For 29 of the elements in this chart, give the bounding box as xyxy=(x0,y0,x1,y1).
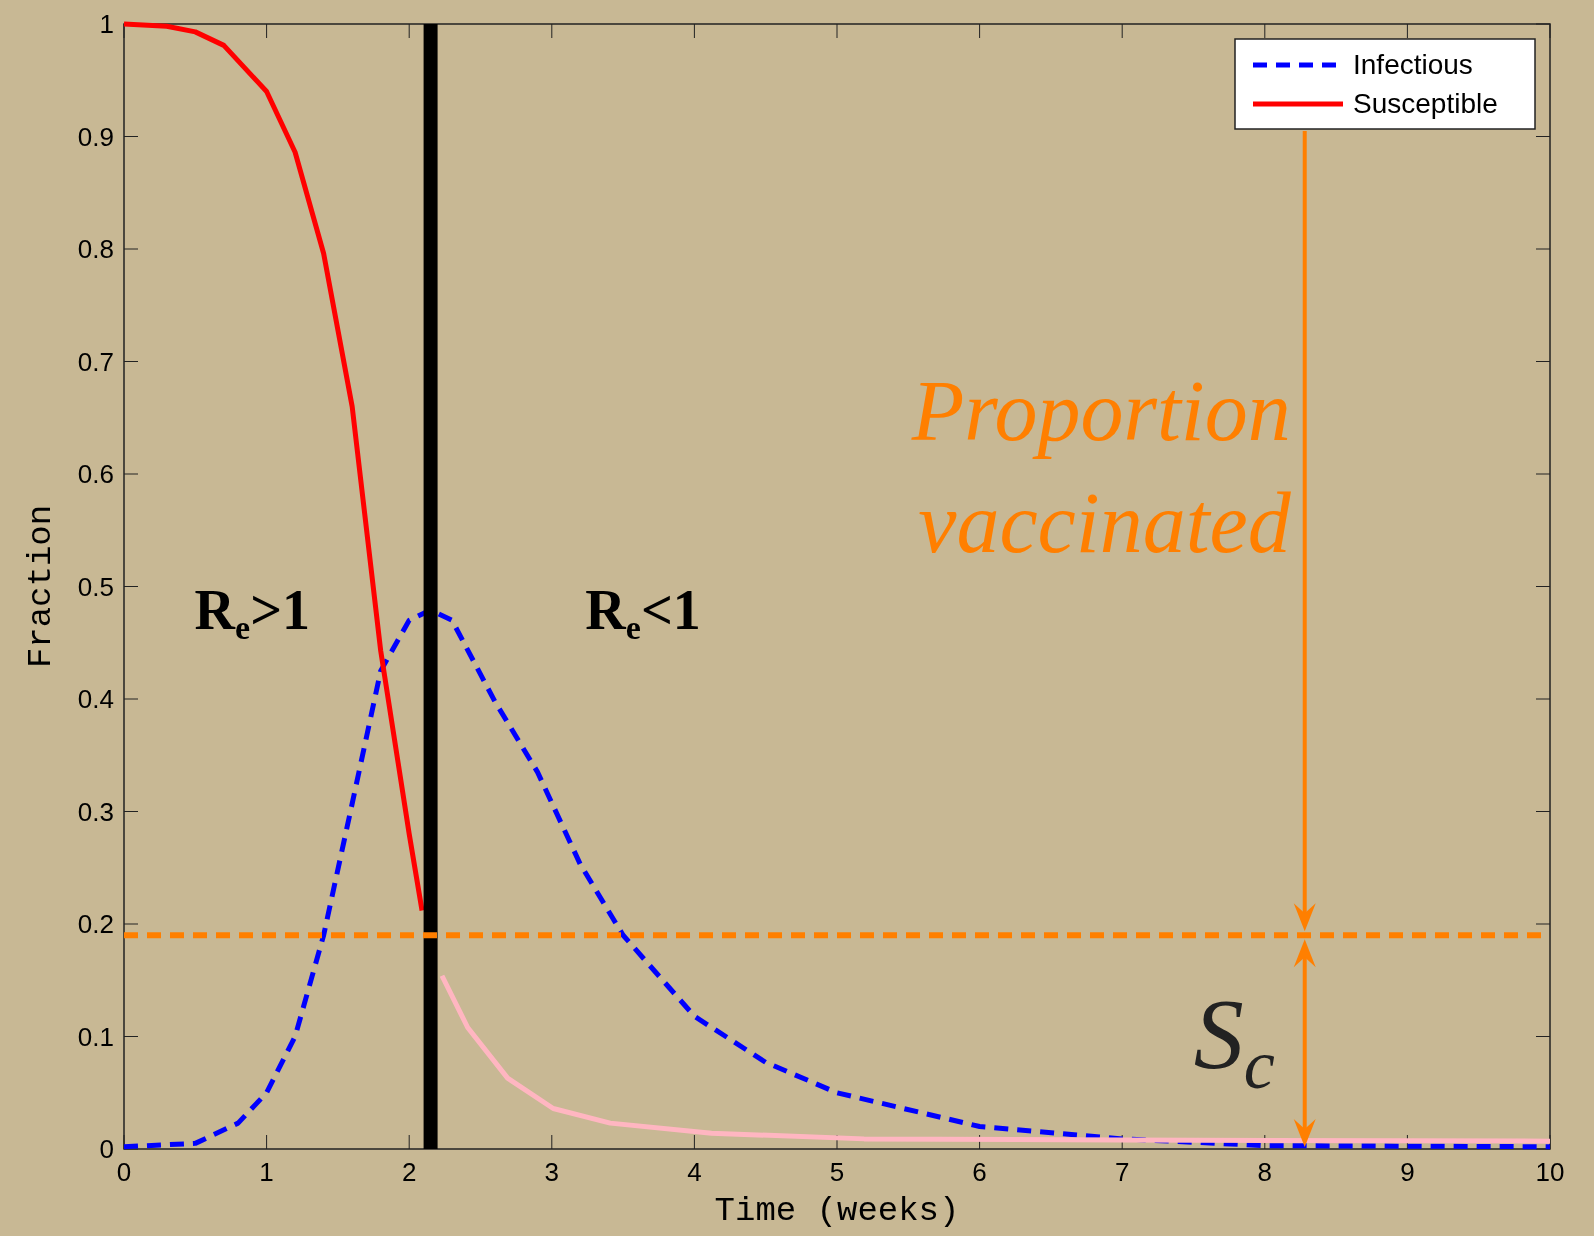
x-tick-label: 2 xyxy=(401,1157,417,1187)
annotation: Proportion vaccinated xyxy=(910,363,1292,572)
y-tick-label: 0.4 xyxy=(77,684,114,714)
y-tick-label: 0.9 xyxy=(77,121,114,152)
y-tick-label: 0.3 xyxy=(77,796,114,827)
x-tick-label: 9 xyxy=(1400,1157,1415,1187)
annotation: R$_{e}$>1 xyxy=(194,579,311,647)
legend-label: Susceptible xyxy=(1353,88,1498,119)
x-tick-label: 3 xyxy=(544,1157,560,1187)
x-tick-label: 5 xyxy=(829,1157,845,1187)
y-tick-label: 1 xyxy=(99,9,114,39)
x-tick-label: 6 xyxy=(972,1157,987,1187)
annotation: S$_{c}$ xyxy=(1193,977,1275,1103)
y-tick-label: 0 xyxy=(99,1134,114,1164)
x-tick-label: 8 xyxy=(1257,1157,1273,1187)
x-tick-label: 10 xyxy=(1535,1157,1565,1187)
y-axis-title: Fraction xyxy=(22,504,60,669)
x-axis-title: Time (weeks) xyxy=(714,1192,960,1230)
y-tick-label: 0.1 xyxy=(77,1021,114,1052)
legend-label: Infectious xyxy=(1353,49,1473,80)
y-tick-label: 0.6 xyxy=(77,459,114,489)
x-tick-label: 4 xyxy=(687,1157,702,1187)
annotation: R$_{e}$<1 xyxy=(585,579,701,647)
y-tick-label: 0.7 xyxy=(77,346,114,377)
y-tick-label: 0.2 xyxy=(77,909,114,939)
y-tick-label: 0.5 xyxy=(77,571,114,602)
y-tick-label: 0.8 xyxy=(77,234,114,264)
x-tick-label: 1 xyxy=(259,1157,274,1187)
x-tick-label: 7 xyxy=(1114,1157,1130,1187)
